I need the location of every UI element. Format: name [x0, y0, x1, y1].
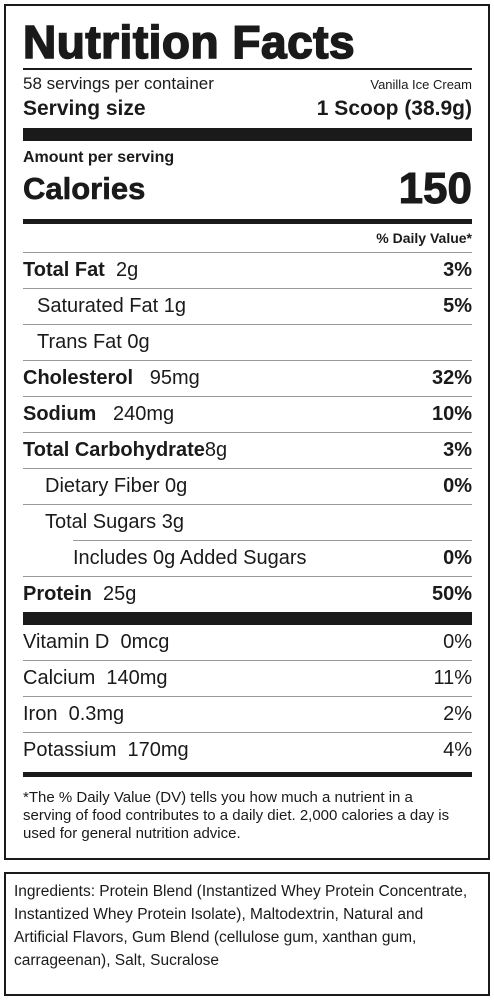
- divider: [23, 396, 472, 397]
- divider: [23, 468, 472, 469]
- vitamin-dv: 11%: [433, 667, 472, 689]
- vitamin-amount: 170mg: [127, 739, 189, 761]
- nutrient-amount: 1g: [163, 295, 186, 317]
- label-content: Nutrition Facts 58 servings per containe…: [22, 15, 473, 843]
- nutrient-row-saturated-fat: Saturated Fat 1g 5%: [23, 289, 472, 324]
- nutrition-facts-label: Nutrition Facts 58 servings per containe…: [4, 4, 490, 860]
- vitamin-name: Calcium: [23, 667, 96, 689]
- nutrient-row-trans-fat: Trans Fat 0g: [23, 325, 472, 360]
- vitamin-amount: 140mg: [106, 667, 168, 689]
- nutrient-dv: 3%: [443, 439, 472, 461]
- nutrient-amount: 95mg: [149, 367, 200, 389]
- nutrient-name: Total Fat: [23, 259, 105, 281]
- nutrient-row-sodium: Sodium 240mg 10%: [23, 397, 472, 432]
- medium-divider: [23, 772, 472, 777]
- servings-per-container: 58 servings per container: [23, 74, 214, 93]
- medium-divider: [23, 219, 472, 224]
- vitamin-row-vitamin-d: Vitamin D 0mcg 0%: [23, 625, 472, 660]
- vitamin-amount: 0.3mg: [68, 703, 125, 725]
- nutrient-dv: 3%: [443, 259, 472, 281]
- divider: [23, 288, 472, 289]
- vitamin-dv: 2%: [443, 703, 472, 725]
- nutrient-dv: 0%: [443, 547, 472, 569]
- nutrient-dv: 10%: [431, 403, 472, 425]
- vitamin-name: Vitamin D: [23, 631, 110, 653]
- nutrient-name: Cholesterol: [23, 367, 134, 389]
- nutrient-name: Includes 0g Added Sugars: [73, 547, 307, 569]
- nutrient-name: Total Sugars: [45, 511, 157, 533]
- nutrient-row-added-sugars: Includes 0g Added Sugars 0%: [23, 541, 472, 576]
- calories-label: Calories: [23, 171, 146, 207]
- vitamin-row-calcium: Calcium 140mg 11%: [23, 661, 472, 696]
- divider: [23, 660, 472, 661]
- divider: [73, 540, 472, 541]
- nutrient-name: Total Carbohydrate: [23, 439, 205, 461]
- divider: [23, 324, 472, 325]
- nutrient-dv: 5%: [443, 295, 472, 317]
- nutrient-amount: 240mg: [113, 403, 175, 425]
- nutrient-name: Sodium: [23, 403, 97, 425]
- nutrient-amount: 2g: [115, 259, 139, 281]
- divider: [23, 696, 472, 697]
- divider: [23, 432, 472, 433]
- vitamin-name: Iron: [23, 703, 58, 725]
- serving-size-value: 1 Scoop (38.9g): [316, 97, 472, 120]
- nutrient-amount: 8g: [204, 439, 228, 461]
- vitamin-name: Potassium: [23, 739, 117, 761]
- nutrient-row-cholesterol: Cholesterol 95mg 32%: [23, 361, 472, 396]
- nutrient-name: Protein: [23, 583, 92, 605]
- daily-value-header-text: % Daily Value*: [376, 230, 472, 246]
- nutrient-amount: 0g: [127, 331, 150, 353]
- ingredients-box: Ingredients: Protein Blend (Instantized …: [4, 872, 490, 996]
- vitamin-row-iron: Iron 0.3mg 2%: [23, 697, 472, 732]
- divider: [23, 504, 472, 505]
- vitamin-amount: 0mcg: [120, 631, 170, 653]
- nutrient-dv: 50%: [431, 583, 472, 605]
- vitamin-dv: 0%: [443, 631, 472, 653]
- thick-divider: [23, 612, 472, 625]
- calories-row: Calories 150: [23, 164, 473, 213]
- servings-row: 58 servings per container Vanilla Ice Cr…: [23, 70, 472, 94]
- nutrient-dv: 0%: [443, 475, 472, 497]
- nutrient-dv: 32%: [431, 367, 472, 389]
- nutrient-amount: 0g: [165, 475, 188, 497]
- thick-divider: [23, 128, 472, 141]
- nutrient-row-total-fat: Total Fat 2g 3%: [23, 253, 472, 288]
- nutrient-name: Trans Fat: [37, 331, 122, 353]
- amount-per-serving: Amount per serving: [23, 149, 175, 166]
- divider: [23, 576, 472, 577]
- serving-size-label: Serving size: [23, 97, 146, 120]
- vitamin-row-potassium: Potassium 170mg 4%: [23, 733, 472, 768]
- label-title: Nutrition Facts: [22, 15, 356, 69]
- product-name: Vanilla Ice Cream: [370, 77, 472, 92]
- serving-size-row: Serving size 1 Scoop (38.9g): [23, 94, 472, 124]
- nutrient-amount: 3g: [161, 511, 184, 533]
- divider: [23, 68, 472, 70]
- vitamin-dv: 4%: [443, 739, 472, 761]
- nutrient-row-protein: Protein 25g 50%: [23, 577, 472, 612]
- calories-value: 150: [398, 164, 472, 213]
- divider: [23, 360, 472, 361]
- nutrient-row-total-carbohydrate: Total Carbohydrate8g 3%: [23, 433, 472, 468]
- nutrient-row-total-sugars: Total Sugars 3g: [23, 505, 472, 540]
- nutrient-name: Saturated Fat: [37, 295, 159, 317]
- daily-value-header: % Daily Value*: [23, 224, 472, 252]
- nutrient-amount: 25g: [103, 583, 137, 605]
- nutrient-name: Dietary Fiber: [45, 475, 160, 497]
- nutrient-row-dietary-fiber: Dietary Fiber 0g 0%: [23, 469, 472, 504]
- daily-value-footnote: *The % Daily Value (DV) tells you how mu…: [23, 789, 450, 842]
- ingredients-text: Ingredients: Protein Blend (Instantized …: [14, 883, 468, 969]
- divider: [23, 252, 472, 253]
- divider: [23, 732, 472, 733]
